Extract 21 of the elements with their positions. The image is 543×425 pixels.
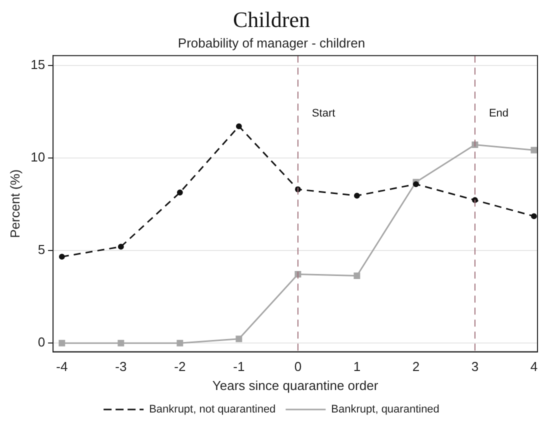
legend-label: Bankrupt, quarantined (331, 404, 440, 416)
x-tick-label: -4 (56, 359, 68, 374)
y-tick-label: 10 (30, 150, 46, 165)
x-tick-label: -2 (174, 359, 186, 374)
x-tick-label: 1 (353, 359, 361, 374)
chart-subtitle: Probability of manager - children (178, 35, 366, 50)
legend-label: Bankrupt, not quarantined (149, 404, 276, 416)
chart-title: Children (232, 6, 311, 34)
x-tick-label: -1 (233, 359, 245, 374)
y-tick-label: 0 (38, 334, 46, 350)
x-tick-label: 4 (530, 359, 538, 374)
y-tick-label: 15 (30, 57, 46, 72)
x-axis-title: Years since quarantine order (212, 378, 379, 393)
x-tick-label: 2 (412, 359, 420, 374)
y-tick-label: 5 (38, 242, 46, 258)
y-axis-title: Percent (%) (7, 169, 22, 238)
ref-line-label: Start (312, 108, 336, 120)
x-tick-label: 0 (294, 359, 302, 374)
x-tick-label: -3 (115, 359, 127, 374)
ref-line-label: End (488, 108, 509, 120)
x-tick-label: 3 (471, 359, 479, 374)
